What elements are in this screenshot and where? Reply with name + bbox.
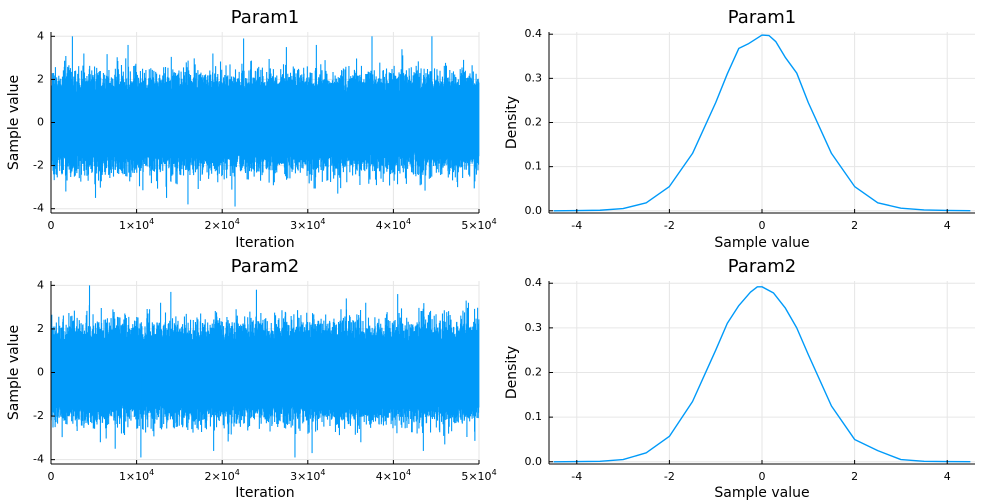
density-plot-param1: Param1 Sample value Density -4 -2 0 2 4 0.0 0.… <box>504 7 975 251</box>
y-axis-label: Density <box>504 346 520 399</box>
x-tick-label: 3×104 <box>290 468 325 483</box>
y-tick-label: 0.0 <box>525 455 543 468</box>
x-tick-label: 2 <box>851 219 858 232</box>
y-tick-label: 2 <box>37 72 44 85</box>
y-tick-label: 0.3 <box>525 321 543 334</box>
y-axis-label: Density <box>504 96 520 149</box>
y-tick-label: -4 <box>33 453 44 466</box>
x-tick-label: 4 <box>944 470 951 483</box>
x-tick-label: -4 <box>571 470 582 483</box>
x-tick-label: 0 <box>48 470 55 483</box>
x-tick-label: 0 <box>759 470 766 483</box>
x-tick-label: 4×104 <box>376 217 411 232</box>
x-tick-label: 4 <box>944 219 951 232</box>
chart-title: Param1 <box>231 7 300 28</box>
density-series-line <box>553 286 971 463</box>
density-plot-param2: Param2 Sample value Density -4 -2 0 2 4 0.0 0.… <box>504 256 975 500</box>
x-tick-label: 5×104 <box>461 468 496 483</box>
x-tick-label: 3×104 <box>290 217 325 232</box>
y-tick-label: 0.0 <box>525 204 543 217</box>
y-tick-label: 4 <box>37 278 44 291</box>
x-axis-label: Sample value <box>714 485 809 500</box>
y-tick-label: 0.4 <box>525 27 543 40</box>
x-tick-label: -2 <box>664 470 675 483</box>
chart-title: Param2 <box>231 256 300 277</box>
x-tick-label: 5×104 <box>461 217 496 232</box>
x-tick-label: 0 <box>759 219 766 232</box>
x-tick-label: -4 <box>571 219 582 232</box>
trace-plot-param2: Param2 Iteration Sample value 0 1×104 2×10… <box>6 256 497 500</box>
y-tick-label: -2 <box>33 159 44 172</box>
x-tick-label: 2 <box>851 470 858 483</box>
x-axis-label: Sample value <box>714 235 809 251</box>
y-tick-label: 4 <box>37 29 44 42</box>
chart-title: Param2 <box>728 256 797 277</box>
trace-plot-param1: Param1 Iteration Sample value 0 1×104 2×10… <box>6 7 497 251</box>
x-tick-label: -2 <box>664 219 675 232</box>
y-tick-label: 2 <box>37 322 44 335</box>
trace-series-line <box>50 53 480 192</box>
y-tick-label: 0.2 <box>525 116 543 129</box>
y-tick-label: 0.1 <box>525 410 543 423</box>
y-tick-label: -4 <box>33 202 44 215</box>
y-tick-label: 0 <box>37 116 44 129</box>
x-tick-label: 2×104 <box>205 468 240 483</box>
x-tick-label: 0 <box>48 219 55 232</box>
y-axis-label: Sample value <box>6 75 22 170</box>
y-tick-label: 0.2 <box>525 366 543 379</box>
chart-title: Param1 <box>728 7 797 28</box>
y-tick-label: 0.4 <box>525 276 543 289</box>
x-axis-label: Iteration <box>235 235 294 251</box>
x-tick-label: 1×104 <box>119 217 154 232</box>
x-tick-label: 4×104 <box>376 468 411 483</box>
x-axis-label: Iteration <box>235 485 294 500</box>
x-tick-label: 1×104 <box>119 468 154 483</box>
y-tick-label: -2 <box>33 409 44 422</box>
x-tick-label: 2×104 <box>205 217 240 232</box>
y-axis-label: Sample value <box>6 325 22 420</box>
y-tick-label: 0.1 <box>525 160 543 173</box>
y-tick-label: 0 <box>37 366 44 379</box>
y-tick-label: 0.3 <box>525 71 543 84</box>
density-series-line <box>553 34 971 212</box>
